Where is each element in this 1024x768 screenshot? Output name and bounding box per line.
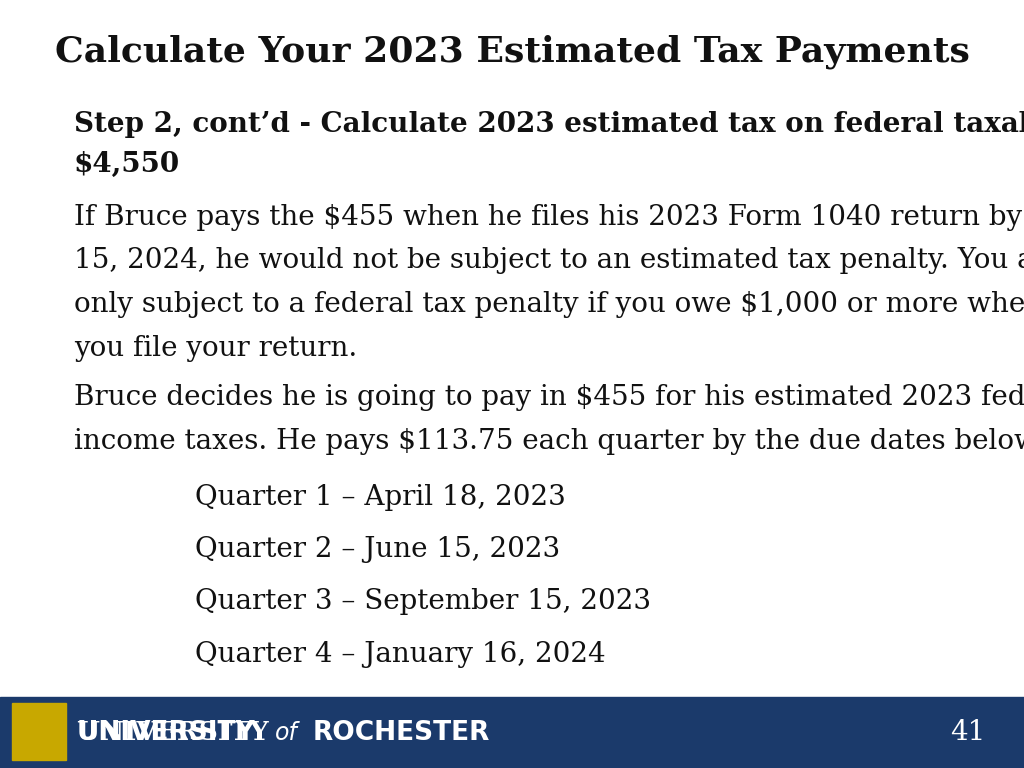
Text: of: of: [274, 720, 297, 745]
Text: $4,550: $4,550: [74, 151, 180, 178]
Text: Quarter 4 – January 16, 2024: Quarter 4 – January 16, 2024: [195, 641, 605, 667]
Text: ROCHESTER: ROCHESTER: [312, 720, 489, 746]
Text: income taxes. He pays $113.75 each quarter by the due dates below.: income taxes. He pays $113.75 each quart…: [74, 428, 1024, 455]
Text: 15, 2024, he would not be subject to an estimated tax penalty. You are: 15, 2024, he would not be subject to an …: [74, 247, 1024, 274]
Text: Calculate Your 2023 Estimated Tax Payments: Calculate Your 2023 Estimated Tax Paymen…: [54, 35, 970, 69]
Text: UNIVERSITY: UNIVERSITY: [77, 720, 278, 745]
Bar: [0, 697, 1024, 768]
Text: Quarter 2 – June 15, 2023: Quarter 2 – June 15, 2023: [195, 536, 560, 563]
Text: Quarter 3 – September 15, 2023: Quarter 3 – September 15, 2023: [195, 588, 650, 615]
Text: only subject to a federal tax penalty if you owe $1,000 or more when: only subject to a federal tax penalty if…: [74, 291, 1024, 318]
Text: 41: 41: [949, 719, 985, 746]
Text: Step 2, cont’d - Calculate 2023 estimated tax on federal taxable income of: Step 2, cont’d - Calculate 2023 estimate…: [74, 111, 1024, 138]
Text: UNIVERSITY: UNIVERSITY: [77, 720, 263, 746]
Text: you file your return.: you file your return.: [74, 335, 357, 362]
Text: If Bruce pays the $455 when he files his 2023 Form 1040 return by April: If Bruce pays the $455 when he files his…: [74, 204, 1024, 230]
Bar: [12, 703, 66, 760]
Text: UNIVERSITY: UNIVERSITY: [77, 720, 278, 745]
Text: Bruce decides he is going to pay in $455 for his estimated 2023 federal: Bruce decides he is going to pay in $455…: [74, 384, 1024, 411]
Text: Quarter 1 – April 18, 2023: Quarter 1 – April 18, 2023: [195, 484, 565, 511]
